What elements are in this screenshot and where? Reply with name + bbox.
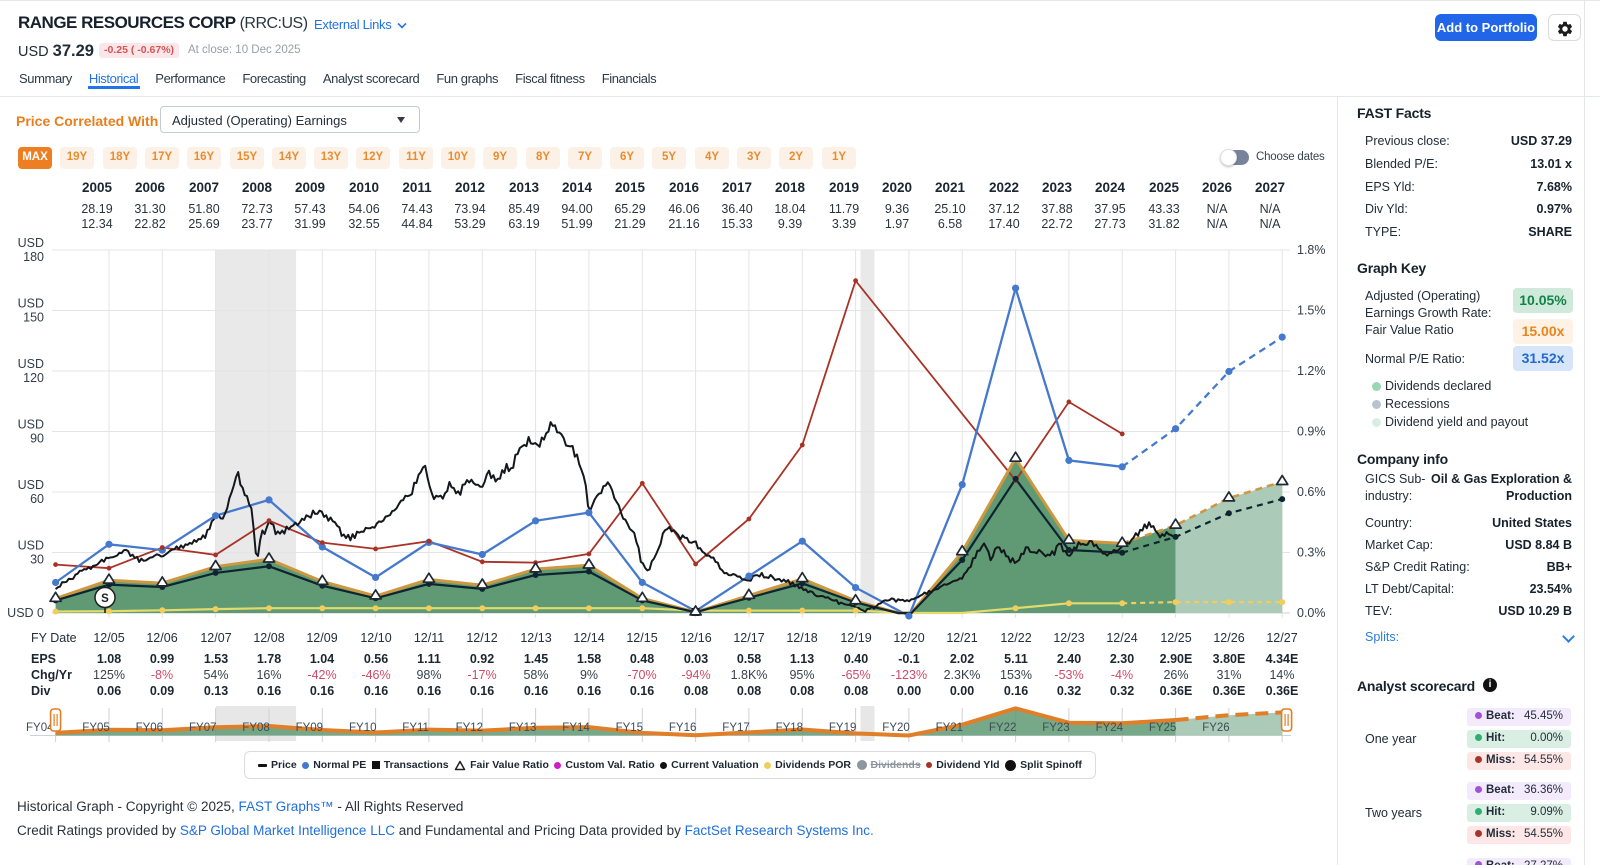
svg-text:180: 180: [23, 250, 44, 264]
svg-text:USD 0: USD 0: [7, 606, 44, 620]
svg-text:S: S: [101, 593, 109, 605]
svg-text:0.3%: 0.3%: [1297, 546, 1326, 560]
svg-text:USD: USD: [18, 418, 44, 432]
svg-text:0.0%: 0.0%: [1297, 606, 1326, 620]
svg-text:USD: USD: [18, 539, 44, 553]
svg-text:0.9%: 0.9%: [1297, 425, 1326, 439]
svg-text:USD: USD: [18, 478, 44, 492]
svg-text:FY07: FY07: [189, 722, 217, 734]
svg-text:FY05: FY05: [82, 722, 110, 734]
svg-text:FY14: FY14: [562, 722, 590, 734]
svg-text:FY25: FY25: [1149, 722, 1177, 734]
svg-text:FY04: FY04: [26, 722, 54, 734]
svg-text:USD: USD: [18, 297, 44, 311]
svg-text:FY06: FY06: [136, 722, 164, 734]
svg-text:60: 60: [30, 492, 44, 506]
svg-text:FY23: FY23: [1042, 722, 1070, 734]
svg-text:120: 120: [23, 371, 44, 385]
svg-text:FY21: FY21: [936, 722, 964, 734]
svg-text:FY22: FY22: [989, 722, 1017, 734]
svg-text:FY12: FY12: [456, 722, 484, 734]
svg-text:FY09: FY09: [296, 722, 324, 734]
svg-text:0.6%: 0.6%: [1297, 485, 1326, 499]
svg-text:USD: USD: [18, 357, 44, 371]
svg-text:FY11: FY11: [402, 722, 429, 734]
svg-text:1.5%: 1.5%: [1297, 304, 1326, 318]
svg-text:FY08: FY08: [242, 722, 269, 734]
svg-text:90: 90: [30, 432, 44, 446]
svg-text:USD: USD: [18, 236, 44, 250]
svg-text:150: 150: [23, 311, 44, 325]
svg-text:1.2%: 1.2%: [1297, 364, 1326, 378]
svg-text:FY17: FY17: [722, 722, 750, 734]
svg-text:FY20: FY20: [882, 722, 910, 734]
svg-text:FY16: FY16: [669, 722, 697, 734]
svg-text:FY18: FY18: [776, 722, 804, 734]
svg-text:FY15: FY15: [616, 722, 644, 734]
svg-text:30: 30: [30, 553, 44, 567]
svg-text:1.8%: 1.8%: [1297, 243, 1326, 257]
svg-text:FY24: FY24: [1096, 722, 1124, 734]
svg-text:FY19: FY19: [829, 722, 857, 734]
svg-text:FY26: FY26: [1202, 722, 1230, 734]
svg-text:FY10: FY10: [349, 722, 377, 734]
svg-text:FY13: FY13: [509, 722, 537, 734]
